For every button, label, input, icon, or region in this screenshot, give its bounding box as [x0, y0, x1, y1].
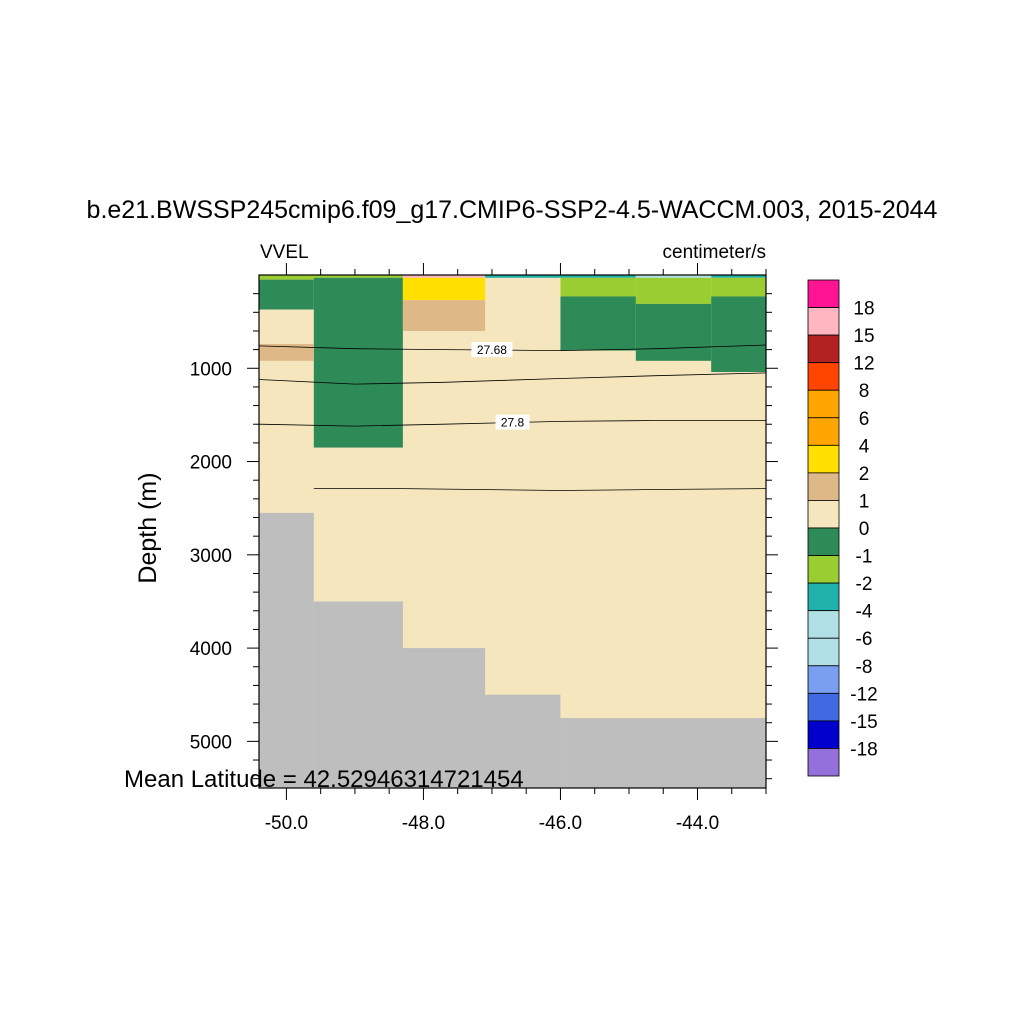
colorbar-label-16: -18: [850, 739, 877, 760]
density-contours: 27.68 27.8: [258, 342, 767, 491]
colorbar-label-12: -6: [856, 629, 873, 650]
land-block-3: [485, 694, 561, 788]
colorbar-swatch-1: [807, 307, 840, 336]
velocity-cell-3: [485, 275, 561, 278]
y-tick-label: 3000: [190, 546, 232, 567]
velocity-cell-4: [560, 275, 636, 278]
colorbar: 18 15 12 8 6 4 2 1 0 -1 -2 -4 -6 -8 -12 -15 -18: [807, 279, 878, 777]
colorbar-swatch-14: [807, 665, 840, 694]
colorbar-swatch-8: [807, 500, 840, 529]
chart-title: b.e21.BWSSP245cmip6.f09_g17.CMIP6-SSP2-4…: [87, 196, 938, 224]
velocity-cell-9: [402, 277, 486, 301]
contour-line-3: [313, 488, 767, 491]
colorbar-swatch-15: [807, 692, 840, 722]
velocity-cell-13: [711, 277, 766, 297]
y-tick-label: 5000: [190, 732, 232, 753]
units-label: centimeter/s: [663, 242, 766, 263]
colorbar-label-15: -15: [850, 712, 877, 733]
colorbar-swatch-10: [807, 555, 840, 584]
colorbar-swatch-4: [807, 389, 840, 419]
contour-line-1: [258, 372, 767, 385]
velocity-cell-16: [711, 296, 766, 373]
land-block-0: [259, 512, 314, 788]
colorbar-label-10: -2: [856, 574, 873, 595]
velocity-cell-11: [560, 277, 636, 297]
contour-label-2: 27.8: [501, 416, 525, 430]
velocity-cell-1: [313, 275, 403, 278]
colorbar-swatch-9: [807, 527, 840, 556]
colorbar-swatch-16: [807, 720, 840, 749]
colorbar-swatch-2: [807, 334, 840, 364]
colorbar-label-14: -12: [850, 684, 877, 705]
plot-frame: [258, 274, 767, 789]
colorbar-swatch-6: [807, 444, 840, 474]
colorbar-label-2: 12: [853, 354, 874, 375]
contour-label-bg-2: [495, 414, 530, 430]
velocity-cell-14: [560, 296, 636, 351]
colorbar-label-8: 0: [859, 519, 870, 540]
plot-area: 27.68 27.8 -50.0 -48.0 -46.0 -44.0 1000 2000 30…: [190, 263, 778, 834]
y-axis-label: Depth (m): [134, 472, 162, 583]
colorbar-label-11: -4: [856, 602, 873, 623]
colorbar-swatch-0: [807, 279, 840, 308]
y-tick-label: 4000: [190, 639, 232, 660]
colorbar-label-9: -1: [856, 547, 873, 568]
land-block-1: [313, 601, 403, 788]
velocity-cell-0: [259, 275, 314, 280]
colorbar-label-6: 2: [859, 464, 870, 485]
colorbar-swatch-17: [807, 748, 840, 777]
bathymetry-land: [259, 512, 766, 788]
velocity-cell-2: [402, 275, 486, 278]
velocity-cell-5: [635, 275, 712, 278]
x-tick-label: -46.0: [539, 813, 582, 834]
y-tick-label: 2000: [190, 453, 232, 474]
contour-label-bg-0: [471, 342, 513, 358]
colorbar-label-0: 18: [853, 299, 874, 320]
colorbar-swatch-3: [807, 362, 840, 391]
colorbar-swatch-11: [807, 582, 840, 612]
x-tick-label: -44.0: [676, 813, 719, 834]
colorbar-label-3: 8: [859, 381, 870, 402]
colorbar-swatch-12: [807, 610, 840, 639]
colorbar-swatch-5: [807, 417, 840, 446]
colorbar-label-4: 6: [859, 409, 870, 430]
y-tick-label: 1000: [190, 359, 232, 380]
colorbar-label-7: 1: [859, 491, 870, 512]
variable-label: VVEL: [260, 242, 309, 263]
x-tick-label: -48.0: [402, 813, 445, 834]
colorbar-swatch-7: [807, 472, 840, 501]
colorbar-label-5: 4: [859, 436, 870, 457]
velocity-cell-17: [259, 344, 314, 361]
colorbar-label-13: -8: [856, 657, 873, 678]
land-block-2: [402, 648, 486, 788]
velocity-cell-6: [711, 275, 766, 278]
footer-text: Mean Latitude = 42.52946314721454: [124, 766, 524, 793]
velocity-cell-15: [635, 303, 712, 361]
colorbar-label-1: 15: [853, 326, 874, 347]
velocity-cell-12: [635, 277, 712, 304]
x-tick-label: -50.0: [265, 813, 308, 834]
land-block-4: [560, 718, 766, 788]
velocity-cell-7: [259, 279, 314, 310]
velocity-cell-10: [402, 300, 486, 331]
colorbar-swatch-13: [807, 637, 840, 667]
velocity-cell-8: [313, 277, 403, 448]
axis-ticks: -50.0 -48.0 -46.0 -44.0 1000 2000 3000 4000 5000: [190, 263, 778, 834]
contour-label-0: 27.68: [477, 343, 507, 357]
